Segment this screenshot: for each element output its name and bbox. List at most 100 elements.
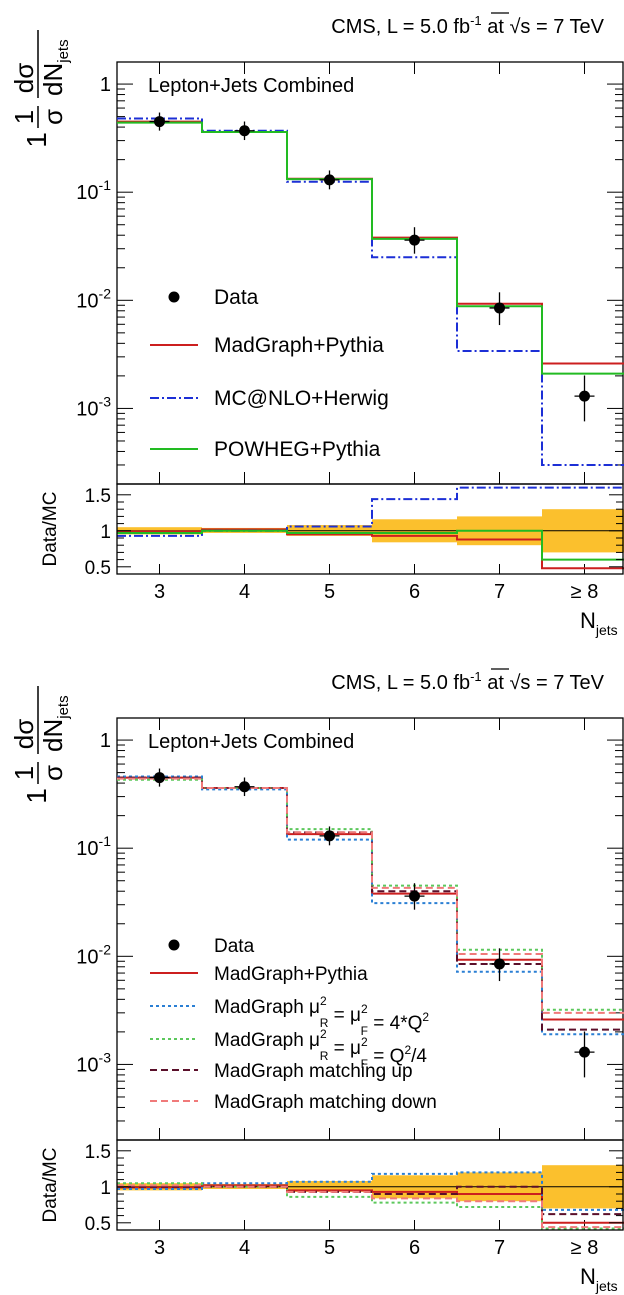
y-label-one: 1: [9, 766, 39, 780]
legend-label-data: Data: [214, 286, 259, 309]
y-tick-label: 10-2: [76, 285, 111, 312]
x-axis-label: Njets: [580, 1264, 618, 1294]
header-lumi-unit-exponent: -1: [470, 13, 482, 28]
y-tick-exponent: -2: [99, 285, 112, 301]
legend-label-part: 2: [361, 1002, 368, 1016]
header-sqrt-s: √s: [509, 16, 530, 38]
series-line-madgraph-matching-up: [117, 776, 624, 1031]
series-line-madgraph-pythia: [117, 776, 624, 1021]
header-lumi-unit-exponent: -1: [470, 669, 482, 684]
y-label-jets: jets: [55, 39, 72, 63]
legend-label-5: MadGraph matching down: [214, 1092, 437, 1113]
y-tick-label: 1: [100, 74, 111, 96]
y-tick-exponent: -3: [99, 1049, 112, 1065]
x-tick-label: 7: [494, 581, 505, 603]
x-axis-label: Njets: [580, 608, 618, 638]
legend-label-2: MadGraph μ2 R = μ2 F = 4*Q2: [214, 994, 429, 1038]
ratio-y-tick-label: 1.5: [85, 1142, 111, 1163]
legend-label-part: 2: [361, 1035, 368, 1049]
y-tick-label: 10-1: [76, 833, 111, 860]
y-label-dsigma: dσ: [9, 719, 39, 750]
y-tick-base: 10: [76, 290, 98, 312]
legend-label-part: F: [361, 1057, 368, 1071]
legend-label-4: MadGraph matching up: [214, 1061, 413, 1082]
header-at: at: [482, 16, 510, 38]
x-tick-label: 4: [239, 1237, 250, 1259]
y-tick-label: 10-2: [76, 941, 111, 968]
y-tick-label: 10-1: [76, 177, 111, 204]
y-tick-base: 10: [76, 398, 98, 420]
data-point: [239, 781, 250, 793]
y-tick-label: 10-3: [76, 393, 111, 420]
data-point: [579, 1046, 590, 1058]
x-label-n: N: [580, 1264, 596, 1289]
x-tick-label: 6: [409, 1237, 420, 1259]
legend-label-3: POWHEG+Pythia: [214, 438, 381, 461]
legend-label-part: MadGraph matching up: [214, 1061, 413, 1082]
ratio-y-tick-label: 1.5: [85, 486, 111, 507]
legend-label-3: MadGraph μ2 R = μ2 F = Q2/4: [214, 1027, 427, 1071]
x-tick-label: ≥ 8: [571, 581, 599, 603]
x-tick-label: 3: [154, 581, 165, 603]
y-label-dn: dN: [38, 63, 68, 96]
y-label-pre: 1: [21, 132, 52, 148]
data-point: [579, 390, 590, 402]
x-label-jets: jets: [595, 622, 618, 638]
y-tick-base: 1: [100, 730, 111, 752]
y-label-dn: dN: [38, 719, 68, 752]
y-tick-exponent: -1: [99, 177, 112, 193]
chart-title: Lepton+Jets Combined: [148, 731, 354, 753]
legend-label-part: MadGraph+Pythia: [214, 964, 368, 985]
data-point: [494, 302, 505, 314]
data-point: [409, 234, 420, 246]
data-point: [154, 772, 165, 784]
y-tick-exponent: -2: [99, 941, 112, 957]
series-line-powheg-pythia: [117, 121, 624, 375]
legend-label-part: MadGraph: [214, 1030, 309, 1051]
x-tick-label: 5: [324, 581, 335, 603]
x-tick-label: ≥ 8: [571, 1237, 599, 1259]
legend-marker-data: [168, 291, 180, 303]
y-tick-base: 1: [100, 74, 111, 96]
legend-label-part: R: [320, 1049, 329, 1063]
chart-header: CMS, L = 5.0 fb-1 at √s = 7 TeV: [331, 13, 604, 38]
y-tick-base: 10: [76, 182, 98, 204]
legend-label-part: MC@NLO+Herwig: [214, 387, 389, 410]
chart-header: CMS, L = 5.0 fb-1 at √s = 7 TeV: [331, 669, 604, 694]
y-tick-label: 10-3: [76, 1049, 111, 1076]
y-label-dnjets: dNjets: [38, 39, 72, 96]
y-label-dnjets: dNjets: [38, 695, 72, 752]
y-tick-exponent: -1: [99, 833, 112, 849]
main-plot-frame: [116, 61, 624, 485]
x-tick-label: 5: [324, 1237, 335, 1259]
series-line-madgraph-r2-f2-q2-4: [117, 778, 624, 1011]
data-point: [324, 830, 335, 842]
series-line-madgraph-matching-down: [117, 777, 624, 1014]
header-lumi: CMS, L = 5.0 fb: [331, 672, 470, 694]
legend-label-part: MadGraph matching down: [214, 1092, 437, 1113]
y-label-dsigma: dσ: [9, 63, 39, 94]
legend-label-part: R: [320, 1016, 329, 1030]
legend-label-1: MadGraph+Pythia: [214, 334, 384, 357]
y-tick-base: 10: [76, 838, 98, 860]
y-label-pre: 1: [21, 788, 52, 804]
header-energy: = 7 TeV: [530, 672, 604, 694]
ratio-y-tick-label: 0.5: [85, 1214, 111, 1235]
data-point: [494, 958, 505, 970]
y-label-jets: jets: [55, 695, 72, 719]
series-line-mc-nlo-herwig: [117, 117, 624, 466]
ratio-y-axis-label: Data/MC: [40, 1148, 61, 1223]
y-tick-base: 10: [76, 946, 98, 968]
legend-label-part: 2: [404, 1043, 411, 1057]
data-point: [324, 174, 335, 186]
header-sqrt-s: √s: [509, 672, 530, 694]
header-energy: = 7 TeV: [530, 16, 604, 38]
legend-label-part: μ: [309, 997, 320, 1018]
legend-label-part: = μ: [328, 1005, 361, 1026]
legend-label-part: μ: [309, 1030, 320, 1051]
legend-label-data: Data: [214, 936, 255, 957]
chart-title: Lepton+Jets Combined: [148, 75, 354, 97]
